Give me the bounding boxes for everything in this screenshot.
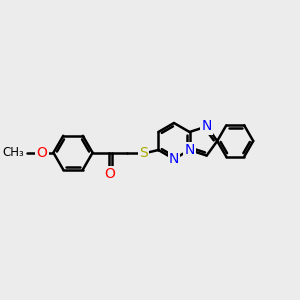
Text: O: O — [37, 146, 47, 160]
Text: O: O — [104, 167, 115, 181]
Text: CH₃: CH₃ — [3, 146, 24, 159]
Text: N: N — [202, 119, 212, 134]
Text: N: N — [184, 143, 195, 157]
Text: S: S — [139, 146, 148, 160]
Text: N: N — [169, 152, 179, 166]
